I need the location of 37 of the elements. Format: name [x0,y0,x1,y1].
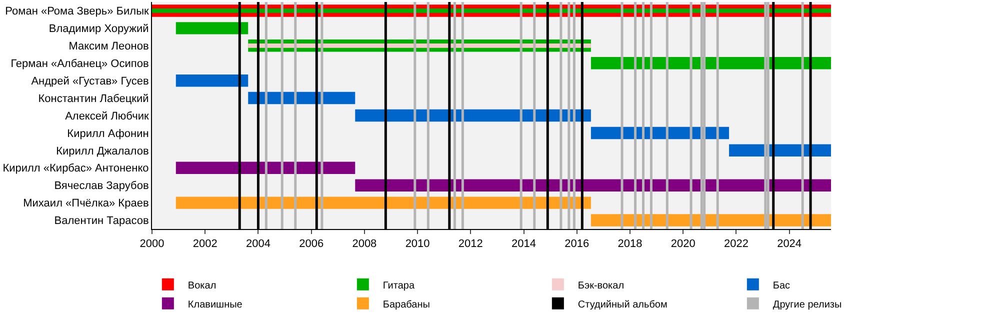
x-tick-label: 2016 [564,238,590,250]
bar [176,74,248,87]
legend-label: Вокал [188,280,216,292]
y-tick-label: Андрей «Густав» Гусев [31,75,149,88]
y-tick-label: Кирилл Джалалов [56,145,149,158]
legend-label: Клавишные [188,299,243,310]
y-tick-label: Владимир Хоружий [48,23,149,36]
y-tick-label: Вячеслав Зарубов [54,180,149,192]
x-tick-label: 2024 [777,238,802,250]
y-tick-label: Герман «Албанец» Осипов [10,58,149,70]
y-tick-label: Михаил «Пчёлка» Краев [23,198,149,210]
y-tick-label: Валентин Тарасов [54,215,149,228]
bar [176,22,248,34]
legend-label: Барабаны [382,299,430,310]
y-tick-label: Кирилл Афонин [67,128,149,140]
x-tick-label: 2002 [192,238,218,250]
legend-label: Гитара [382,280,415,292]
x-tick-label: 2012 [458,238,483,250]
x-tick-label: 2000 [140,238,164,250]
y-tick-label: Роман «Рома Зверь» Билык [5,6,149,18]
y-tick-label: Максим Леонов [68,40,149,52]
y-tick-label: Алексей Любчик [65,110,149,122]
legend-label: Бэк-вокал [578,280,624,292]
x-tick-label: 2006 [299,238,324,250]
legend-label: Бас [772,280,790,292]
x-tick-label: 2018 [618,238,642,250]
x-tick-label: 2008 [352,238,377,250]
x-tick-label: 2020 [670,238,696,250]
x-tick-label: 2004 [246,238,270,250]
legend-label: Студийный альбом [578,299,668,310]
y-tick-label: Кирилл «Кирбас» Антоненко [2,162,149,175]
x-tick-label: 2014 [512,238,536,250]
y-tick-label: Константин Лабецкий [38,92,149,105]
legend-label: Другие релизы [772,299,842,310]
bar [176,196,591,209]
x-tick-label: 2022 [724,238,748,250]
x-tick-label: 2010 [405,238,430,250]
